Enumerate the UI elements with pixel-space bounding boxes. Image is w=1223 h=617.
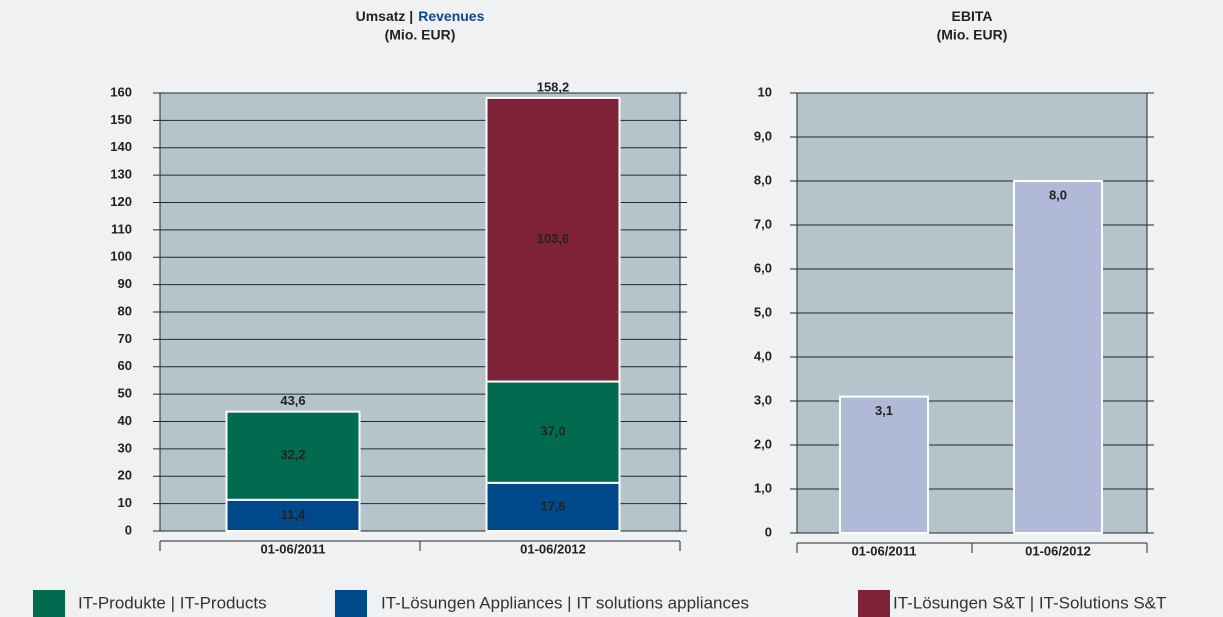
title-highlight: Revenues xyxy=(418,8,484,24)
y-tick-label: 30 xyxy=(118,440,132,455)
y-tick-label: 1,0 xyxy=(754,480,772,495)
x-tick-label: 01-06/2011 xyxy=(260,541,325,556)
x-tick-label: 01-06/2012 xyxy=(1025,543,1091,558)
y-tick-label: 0 xyxy=(125,522,132,537)
bar-segment xyxy=(225,410,361,501)
title-part: Umsatz | xyxy=(356,8,414,24)
y-tick-label: 20 xyxy=(118,468,132,483)
y-tick-label: 130 xyxy=(110,167,132,182)
x-tick-label: 01-06/2012 xyxy=(520,541,586,556)
legend-swatch xyxy=(335,590,367,617)
y-tick-label: 40 xyxy=(118,413,132,428)
legend-swatch xyxy=(33,590,65,617)
legend-swatch xyxy=(858,590,890,617)
y-tick-label: 0 xyxy=(765,524,772,539)
y-tick-label: 90 xyxy=(118,276,132,291)
y-tick-label: 50 xyxy=(118,386,132,401)
data-label: 3,1 xyxy=(875,403,893,418)
data-label: 37,0 xyxy=(540,424,565,439)
y-tick-label: 160 xyxy=(110,84,132,99)
y-tick-label: 9,0 xyxy=(754,128,772,143)
bar xyxy=(839,395,929,534)
chart-subtitle: (Mio. EUR) xyxy=(937,27,1008,43)
y-tick-label: 60 xyxy=(118,358,132,373)
legend-label: IT-Produkte | IT-Products xyxy=(78,593,267,612)
bar xyxy=(1013,180,1103,534)
data-label: 8,0 xyxy=(1049,187,1067,202)
data-label: 32,2 xyxy=(280,447,305,462)
chart-title: EBITA xyxy=(952,8,993,24)
y-tick-label: 120 xyxy=(110,194,132,209)
y-tick-label: 150 xyxy=(110,112,132,127)
y-tick-label: 70 xyxy=(118,331,132,346)
legend-label: IT-Lösungen S&T | IT-Solutions S&T xyxy=(893,593,1166,612)
y-tick-label: 3,0 xyxy=(754,392,772,407)
bar-segment xyxy=(485,96,621,383)
data-label: 17,6 xyxy=(540,498,565,513)
data-label: 103,6 xyxy=(537,231,570,246)
y-tick-label: 110 xyxy=(111,221,132,236)
total-label: 158,2 xyxy=(537,79,570,94)
data-label: 11,4 xyxy=(281,507,306,522)
y-tick-label: 5,0 xyxy=(754,304,772,319)
y-tick-label: 100 xyxy=(110,249,132,264)
total-label: 43,6 xyxy=(280,393,305,408)
chart-title: Umsatz | Revenues xyxy=(356,8,485,24)
y-tick-label: 8,0 xyxy=(754,172,772,187)
legend-label: IT-Lösungen Appliances | IT solutions ap… xyxy=(381,593,749,612)
chart-subtitle: (Mio. EUR) xyxy=(385,27,456,43)
y-tick-label: 6,0 xyxy=(754,260,772,275)
title-part: EBITA xyxy=(952,8,993,24)
y-tick-label: 7,0 xyxy=(754,216,772,231)
y-tick-label: 80 xyxy=(118,303,132,318)
y-tick-label: 4,0 xyxy=(754,348,772,363)
x-tick-label: 01-06/2011 xyxy=(851,543,916,558)
y-tick-label: 10 xyxy=(118,495,132,510)
y-tick-label: 2,0 xyxy=(754,436,772,451)
y-tick-label: 140 xyxy=(110,139,132,154)
y-tick-label: 10 xyxy=(758,84,772,99)
